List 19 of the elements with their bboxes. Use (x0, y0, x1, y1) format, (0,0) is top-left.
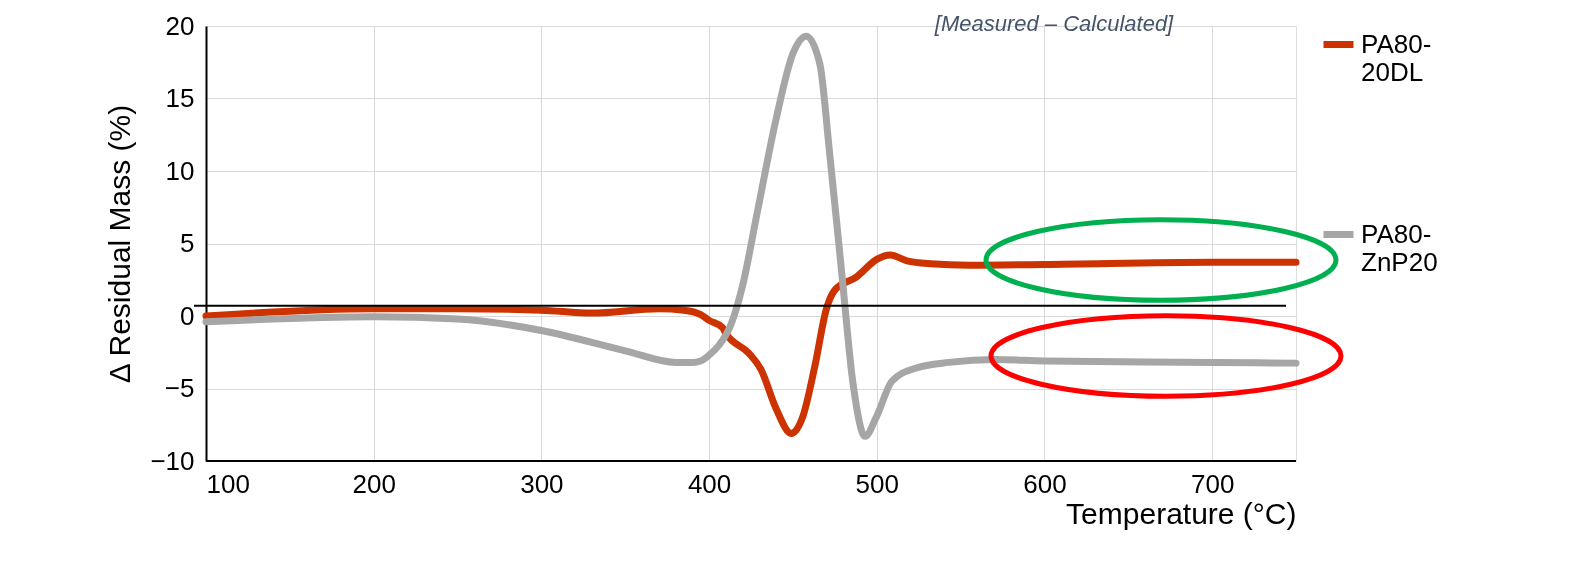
x-tick-label: 500 (855, 468, 899, 499)
x-tick-label: 200 (352, 468, 396, 499)
y-tick-label: 15 (165, 83, 195, 113)
y-tick-label: 0 (180, 300, 195, 331)
y-tick-label: 5 (180, 228, 195, 258)
x-axis-title: Temperature (°C) (1066, 496, 1297, 530)
y-tick-label: 10 (165, 155, 195, 186)
y-tick-label: −5 (164, 373, 195, 403)
x-tick-label: 600 (1023, 468, 1067, 499)
x-tick-label: 400 (687, 468, 732, 499)
y-axis-title: Δ Residual Mass (%) (103, 104, 137, 384)
x-tick-label: 700 (1190, 468, 1235, 499)
legend-label: PA80-20DL (1361, 28, 1432, 87)
x-tick-label: 100 (206, 468, 250, 499)
x-tick-label: 300 (520, 468, 564, 499)
legend-label: PA80-ZnP20 (1361, 218, 1438, 277)
annotation: [Measured – Calculated] (933, 11, 1175, 36)
y-tick-label: −10 (150, 445, 195, 476)
y-tick-label: 20 (165, 10, 195, 41)
